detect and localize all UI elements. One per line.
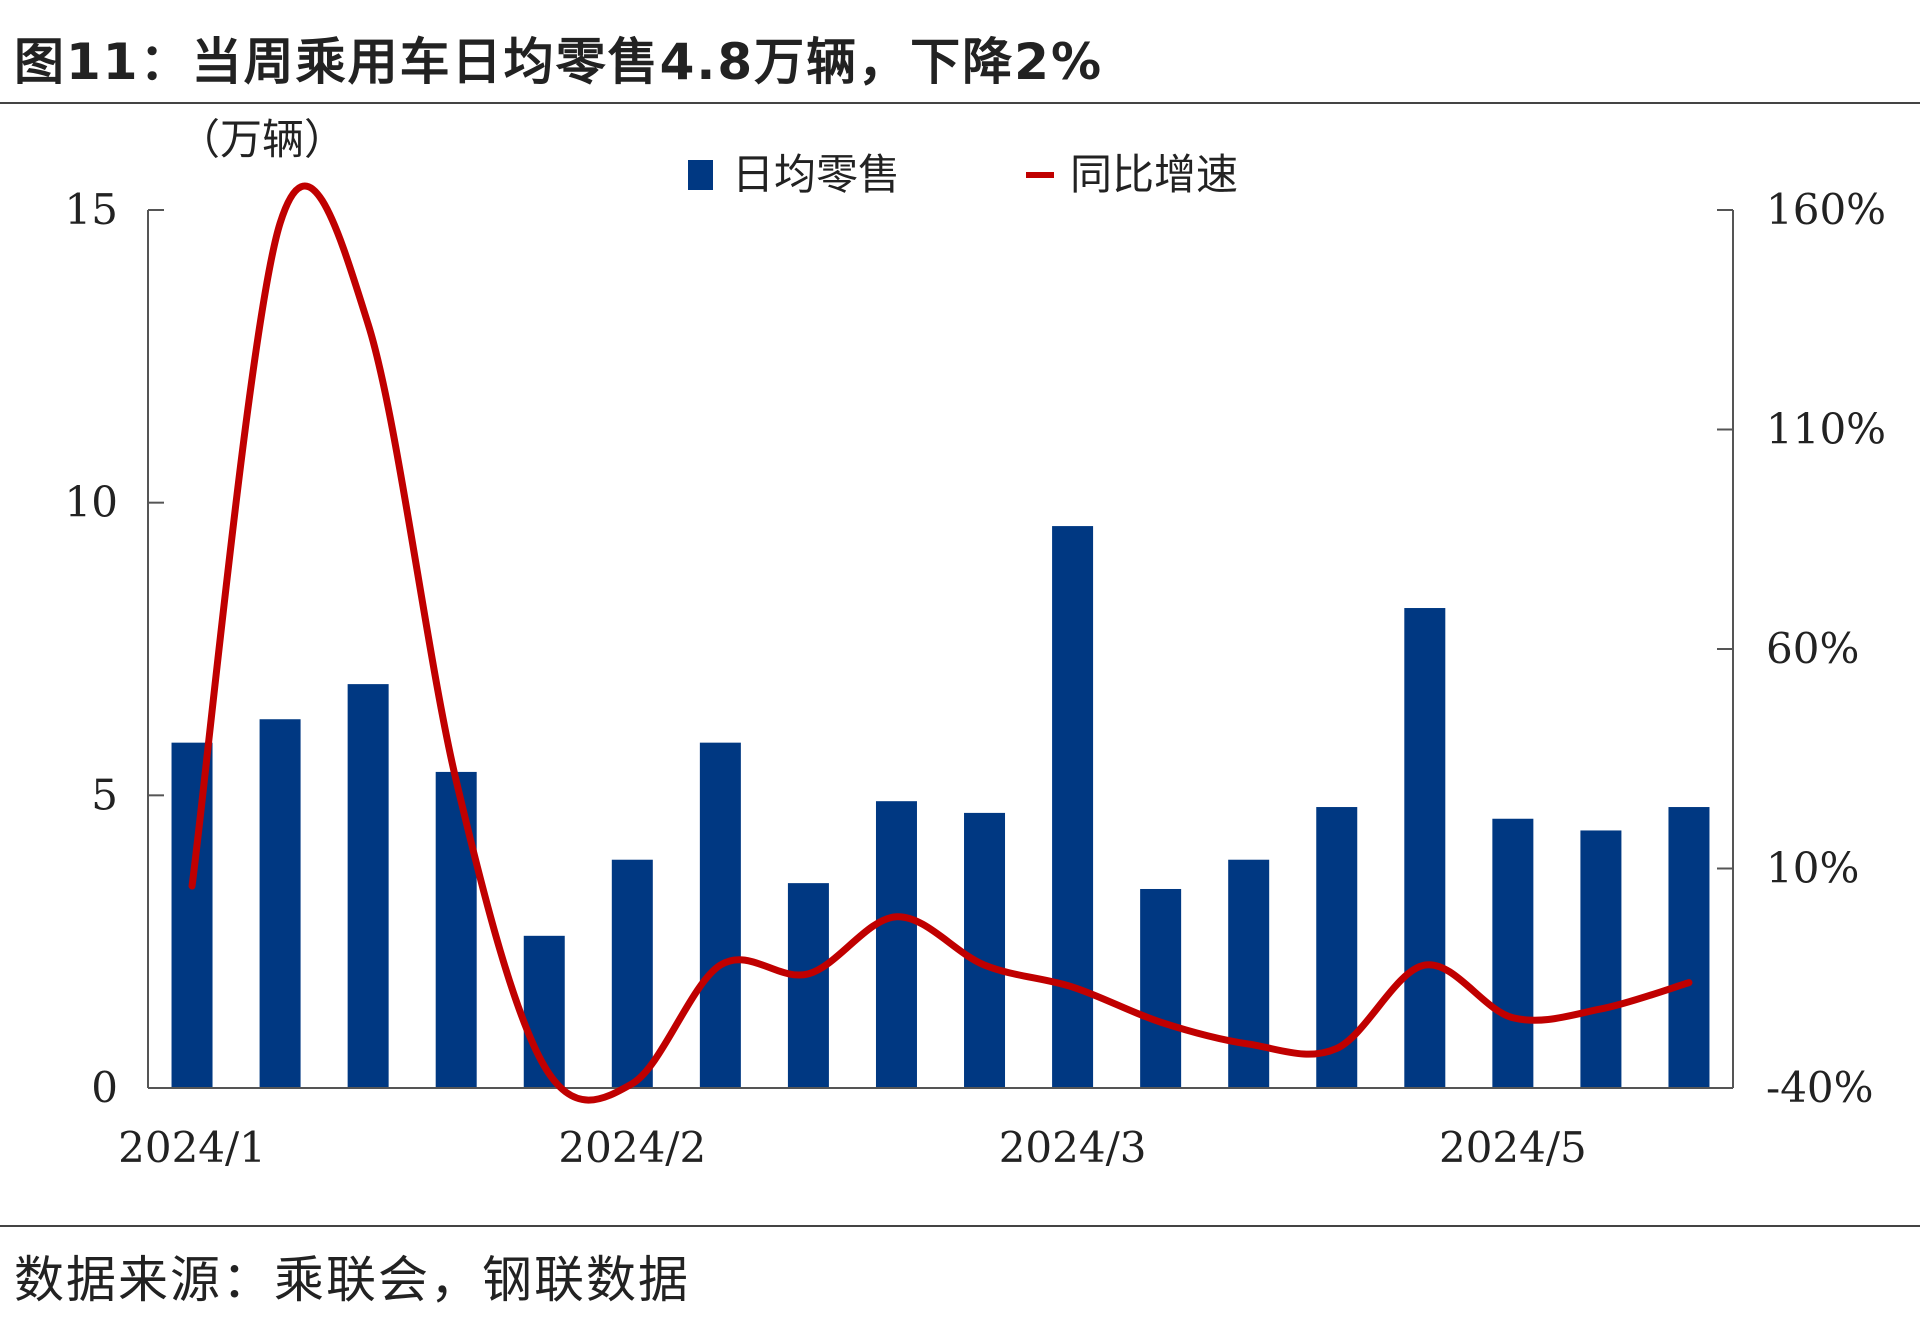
bar-1 [259, 719, 301, 1088]
growth-line [188, 182, 1693, 1104]
y-tick-label: 10 [65, 478, 118, 527]
y2-tick-label: -40% [1766, 1063, 1874, 1112]
tick-labels: 0 5 10 15 -40% 10% 60% 110% 160% 2024/1 2024/2 2024… [65, 185, 1887, 1172]
bar-series [171, 526, 1710, 1088]
y2-tick-label: 60% [1766, 624, 1859, 673]
y-tick-label: 5 [91, 770, 118, 819]
bar-16 [1580, 830, 1622, 1088]
source-divider [0, 1225, 1920, 1227]
x-tick-label: 2024/1 [118, 1123, 266, 1172]
bar-15 [1492, 818, 1534, 1088]
x-tick-label: 2024/3 [999, 1123, 1147, 1172]
legend-bar-label: 日均零售 [732, 150, 900, 199]
bar-10 [1052, 526, 1094, 1088]
y2-tick-label: 160% [1766, 185, 1886, 234]
x-tick-label: 2024/2 [558, 1123, 706, 1172]
legend-bar-swatch [688, 160, 713, 190]
bar-0 [171, 742, 213, 1088]
bar-11 [1140, 888, 1182, 1088]
bar-8 [875, 801, 917, 1088]
bar-14 [1404, 608, 1446, 1088]
title-divider [0, 102, 1920, 104]
bar-17 [1668, 807, 1710, 1088]
bar-6 [699, 742, 741, 1088]
chart-title: 图11：当周乘用车日均零售4.8万辆，下降2% [14, 33, 1104, 91]
bar-5 [611, 859, 653, 1088]
y2-tick-label: 10% [1766, 844, 1859, 893]
legend-line-label: 同比增速 [1070, 150, 1238, 199]
y-tick-label: 15 [65, 185, 118, 234]
y-unit-label: （万辆） [178, 115, 346, 164]
axes [147, 209, 1734, 1089]
bar-9 [964, 812, 1006, 1088]
x-tick-label: 2024/5 [1439, 1123, 1587, 1172]
y-tick-label: 0 [91, 1063, 118, 1112]
chart: 0 5 10 15 -40% 10% 60% 110% 160% 2024/1 2024/2 2024… [65, 115, 1887, 1172]
legend: 日均零售 同比增速 [688, 150, 1238, 199]
bar-7 [787, 883, 829, 1088]
y2-tick-label: 110% [1766, 405, 1886, 454]
bar-12 [1228, 859, 1270, 1088]
bar-3 [435, 771, 477, 1088]
data-source: 数据来源：乘联会，钢联数据 [14, 1251, 690, 1309]
bar-2 [347, 684, 389, 1088]
